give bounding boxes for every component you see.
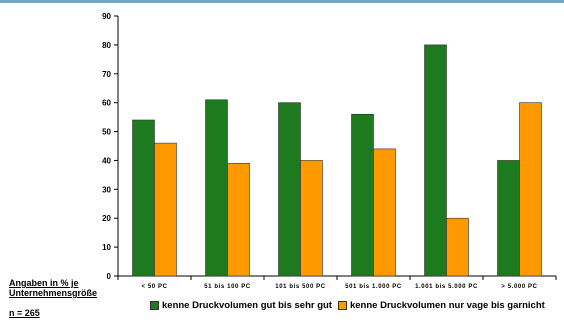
y-tick-label: 20 [102, 214, 111, 223]
legend-label-series1: kenne Druckvolumen gut bis sehr gut [162, 300, 332, 311]
bar-series2 [154, 142, 177, 277]
bar-series2 [519, 102, 542, 277]
y-tick-label: 30 [102, 185, 111, 194]
top-border [0, 0, 564, 3]
y-tick-label: 0 [107, 272, 112, 281]
basis-note-line1: Angaben in % je [9, 278, 79, 288]
x-tick-label: 51 bis 100 PC [204, 284, 251, 290]
legend-item-series1: kenne Druckvolumen gut bis sehr gut [150, 300, 332, 311]
bar-series2 [446, 217, 469, 277]
sample-size-note: n = 265 [9, 308, 40, 318]
x-tick-label: 1.001 bis 5.000 PC [415, 284, 478, 290]
bar-series1 [205, 99, 228, 277]
legend-item-series2: kenne Druckvolumen nur vage bis garnicht [337, 300, 545, 311]
y-tick-label: 90 [102, 12, 111, 21]
x-tick-label: 501 bis 1.000 PC [345, 284, 402, 290]
bar-series2 [227, 163, 250, 277]
bar-series1 [278, 102, 301, 277]
bar-series1 [351, 113, 374, 277]
x-tick-label: < 50 PC [141, 284, 167, 290]
x-tick-label: 101 bis 500 PC [275, 284, 325, 290]
legend-label-series2: kenne Druckvolumen nur vage bis garnicht [349, 300, 545, 311]
y-tick-label: 70 [102, 70, 111, 79]
legend-swatch-series2 [337, 301, 347, 310]
bar-series1 [497, 160, 520, 277]
y-tick-label: 50 [102, 128, 111, 137]
y-tick-label: 80 [102, 41, 111, 50]
y-tick-label: 40 [102, 156, 111, 165]
basis-note-line2: Unternehmensgröße [9, 288, 98, 298]
bar-series2 [300, 160, 323, 277]
bar-series2 [373, 148, 396, 277]
y-tick-label: 10 [102, 243, 111, 252]
bar-series1 [424, 44, 447, 277]
legend-swatch-series1 [150, 301, 159, 310]
bar-series1 [132, 119, 155, 277]
y-tick-label: 60 [102, 99, 111, 108]
legend: kenne Druckvolumen gut bis sehr gut kenn… [150, 300, 551, 311]
x-tick-label: > 5.000 PC [501, 284, 537, 290]
